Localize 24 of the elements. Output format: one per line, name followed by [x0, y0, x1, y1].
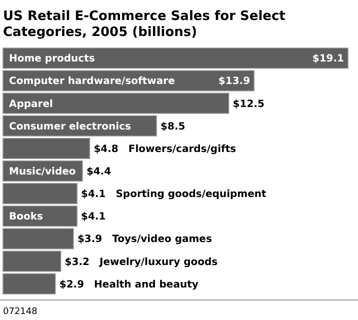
data-label: $13.9: [218, 76, 250, 88]
y-tick-label: Health and beauty: [94, 279, 199, 290]
data-label: $3.9: [77, 234, 102, 246]
data-label: $3.2: [64, 256, 90, 268]
data-label: $12.5: [232, 98, 264, 110]
data-label: $4.1: [81, 189, 106, 200]
y-tick-label: Sporting goods/equipment: [116, 189, 266, 200]
y-tick-label: Home products: [9, 54, 95, 65]
y-tick-label: Jewelry/luxury goods: [98, 256, 218, 268]
data-label: $4.1: [81, 212, 106, 223]
y-tick-label: Flowers/cards/gifts: [128, 144, 236, 155]
y-tick-label: Books: [9, 212, 44, 223]
y-tick-label: Consumer electronics: [9, 121, 131, 132]
data-label: $4.4: [86, 166, 112, 178]
data-label: $8.5: [160, 121, 186, 132]
y-tick-label: Apparel: [9, 98, 53, 110]
data-label: $4.8: [94, 144, 118, 155]
data-label: $19.1: [312, 54, 344, 65]
text: 072148: [3, 307, 38, 317]
y-tick-label: Toys/video games: [112, 234, 212, 246]
chart-title: US Retail E-Commerce Sales for Select Categories, 2005 (billions): [3, 9, 286, 40]
y-tick-label: Computer hardware/software: [9, 76, 176, 88]
y-tick-label: Music/video: [9, 166, 76, 178]
data-label: $2.9: [59, 279, 84, 290]
